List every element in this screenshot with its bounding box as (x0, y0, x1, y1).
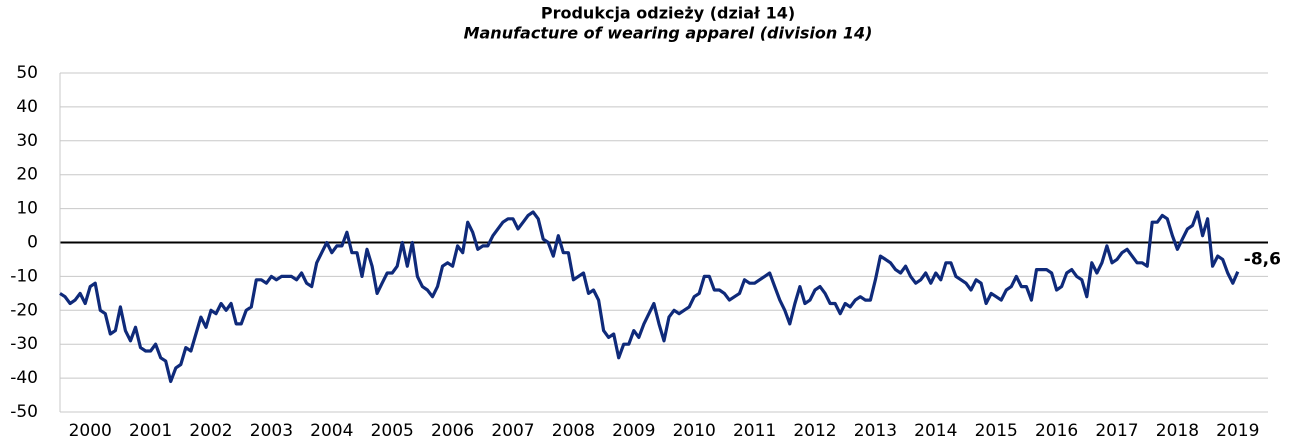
y-tick-label: 40 (16, 97, 38, 117)
x-tick-label: 2009 (612, 421, 655, 441)
x-tick-label: 2019 (1216, 421, 1259, 441)
y-tick-label: -10 (10, 266, 38, 286)
x-tick-label: 2016 (1035, 421, 1078, 441)
y-tick-label: -20 (10, 300, 38, 320)
x-tick-label: 2005 (371, 421, 414, 441)
x-tick-label: 2008 (552, 421, 595, 441)
line-series (59, 210, 1240, 384)
y-tick-label: 0 (27, 233, 38, 253)
x-tick-label: 2000 (69, 421, 112, 441)
y-tick-label: -40 (10, 368, 38, 388)
y-tick-label: 30 (16, 131, 38, 151)
chart-title: Produkcja odzieży (dział 14) (541, 4, 795, 23)
y-tick-label: 50 (16, 63, 38, 83)
chart-subtitle: Manufacture of wearing apparel (division… (464, 24, 873, 43)
x-tick-label: 2011 (733, 421, 776, 441)
y-tick-label: -50 (10, 402, 38, 422)
x-tick-label: 2001 (129, 421, 172, 441)
y-tick-label: 20 (16, 165, 38, 185)
x-tick-label: 2003 (250, 421, 293, 441)
y-tick-label: -30 (10, 334, 38, 354)
x-tick-label: 2015 (975, 421, 1018, 441)
x-tick-label: 2004 (310, 421, 353, 441)
x-tick-label: 2002 (189, 421, 232, 441)
x-tick-label: 2007 (491, 421, 534, 441)
y-tick-label: 10 (16, 199, 38, 219)
x-tick-label: 2014 (914, 421, 957, 441)
x-tick-label: 2018 (1156, 421, 1199, 441)
x-tick-label: 2012 (793, 421, 836, 441)
x-tick-label: 2010 (673, 421, 716, 441)
x-tick-label: 2013 (854, 421, 897, 441)
x-tick-label: 2006 (431, 421, 474, 441)
x-tick-label: 2017 (1095, 421, 1138, 441)
data-label: -8,6 (1244, 250, 1281, 270)
